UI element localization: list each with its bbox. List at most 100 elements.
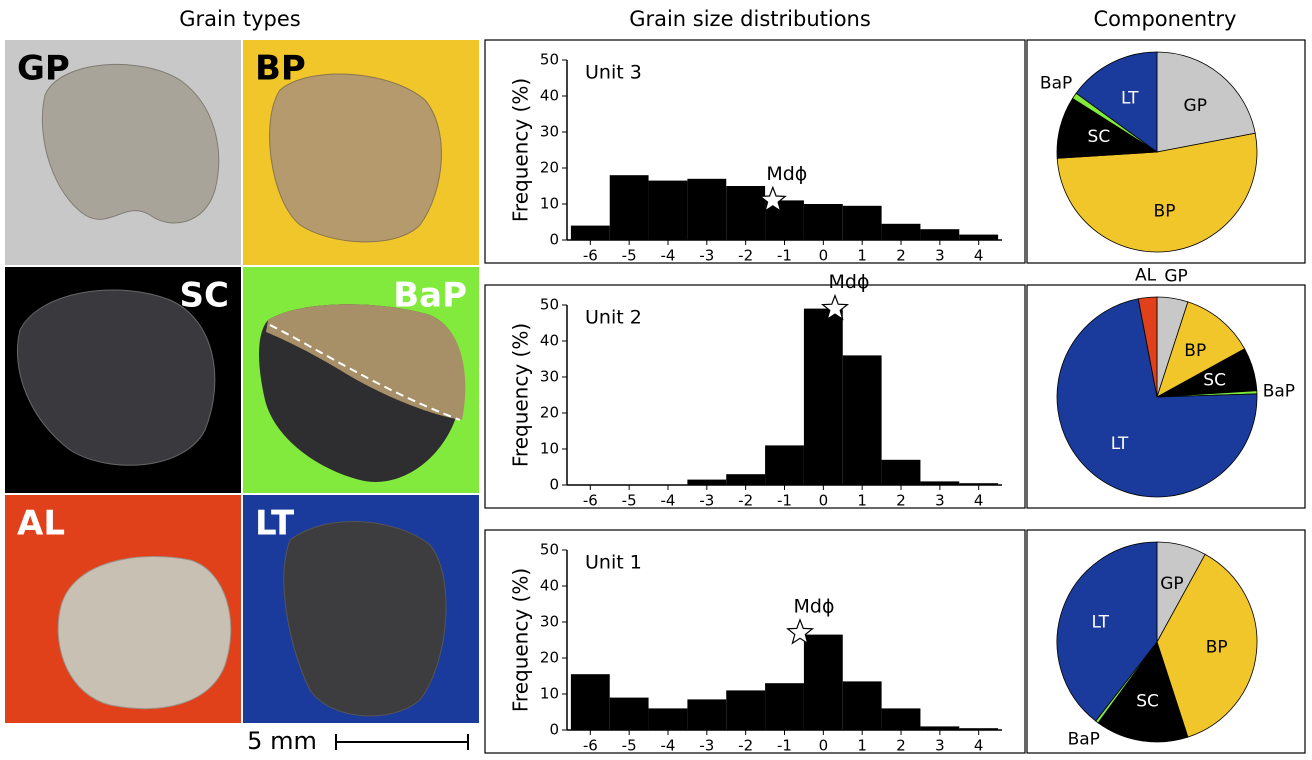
scale-bar bbox=[336, 734, 468, 750]
x-tick-label: 3 bbox=[935, 492, 945, 510]
x-tick-label: -3 bbox=[699, 492, 714, 510]
y-tick-label: 50 bbox=[540, 51, 559, 69]
bar bbox=[920, 726, 959, 730]
y-tick-label: 30 bbox=[540, 368, 559, 386]
x-tick-label: 0 bbox=[819, 492, 829, 510]
figure: Grain types Grain size distributions Com… bbox=[0, 0, 1312, 756]
y-tick-label: 10 bbox=[540, 685, 559, 703]
y-tick-label: 20 bbox=[540, 649, 559, 667]
section-title: Grain types bbox=[179, 7, 300, 31]
bar bbox=[882, 224, 921, 240]
x-tick-label: 1 bbox=[857, 247, 867, 265]
pie-label: SC bbox=[1203, 370, 1226, 390]
y-tick-label: 20 bbox=[540, 404, 559, 422]
y-tick-label: 50 bbox=[540, 296, 559, 314]
pie-label: LT bbox=[1111, 434, 1129, 454]
pie-label: SC bbox=[1088, 127, 1111, 147]
x-tick-label: 3 bbox=[935, 737, 945, 755]
x-tick-label: -4 bbox=[660, 737, 675, 755]
x-tick-label: -3 bbox=[699, 247, 714, 265]
bar bbox=[687, 699, 726, 730]
bar bbox=[843, 681, 882, 730]
x-tick-label: -6 bbox=[583, 492, 598, 510]
pie-label: LT bbox=[1121, 89, 1139, 109]
x-tick-label: 1 bbox=[857, 737, 867, 755]
y-tick-label: 0 bbox=[549, 231, 559, 249]
x-tick-label: 4 bbox=[974, 247, 984, 265]
bar bbox=[726, 690, 765, 730]
y-tick-label: 10 bbox=[540, 195, 559, 213]
y-tick-label: 10 bbox=[540, 440, 559, 458]
y-tick-label: 40 bbox=[540, 332, 559, 350]
pie-label: GP bbox=[1184, 96, 1207, 116]
pie-label: GP bbox=[1160, 574, 1183, 594]
x-tick-label: -5 bbox=[622, 492, 637, 510]
pie-label: LT bbox=[1091, 613, 1109, 633]
tile-label: SC bbox=[180, 276, 229, 316]
median-label: Mdϕ bbox=[828, 271, 869, 293]
x-tick-label: -2 bbox=[738, 737, 753, 755]
bar bbox=[882, 460, 921, 485]
panel-title: Unit 2 bbox=[585, 307, 642, 329]
y-axis-label: Frequency (%) bbox=[509, 78, 533, 222]
bar bbox=[959, 483, 998, 485]
x-tick-label: -1 bbox=[777, 247, 792, 265]
bar bbox=[843, 355, 882, 485]
y-tick-label: 0 bbox=[549, 721, 559, 739]
x-tick-label: 0 bbox=[819, 737, 829, 755]
tile-label: AL bbox=[17, 504, 65, 544]
x-tick-label: 2 bbox=[896, 737, 906, 755]
x-tick-label: 4 bbox=[974, 737, 984, 755]
pie-label: BaP bbox=[1040, 73, 1072, 93]
grain-al bbox=[58, 557, 231, 709]
y-tick-label: 20 bbox=[540, 159, 559, 177]
bar bbox=[765, 445, 804, 485]
bar bbox=[687, 480, 726, 485]
panel-title: Unit 1 bbox=[585, 552, 642, 574]
bar bbox=[920, 481, 959, 485]
median-label: Mdϕ bbox=[766, 163, 807, 185]
x-tick-label: 3 bbox=[935, 247, 945, 265]
y-axis-label: Frequency (%) bbox=[509, 568, 533, 712]
bar bbox=[610, 175, 649, 240]
y-axis-label: Frequency (%) bbox=[509, 323, 533, 467]
pie-label: BaP bbox=[1068, 730, 1100, 750]
bar bbox=[920, 229, 959, 240]
x-tick-label: -1 bbox=[777, 492, 792, 510]
pie-label: SC bbox=[1136, 691, 1159, 711]
bar bbox=[804, 635, 843, 730]
x-tick-label: -3 bbox=[699, 737, 714, 755]
pie-label: BP bbox=[1154, 202, 1176, 222]
y-tick-label: 30 bbox=[540, 613, 559, 631]
bar bbox=[649, 181, 688, 240]
x-tick-label: -2 bbox=[738, 247, 753, 265]
grain-bp bbox=[270, 74, 442, 242]
bar bbox=[959, 728, 998, 730]
bar bbox=[649, 708, 688, 730]
y-tick-label: 0 bbox=[549, 476, 559, 494]
x-tick-label: -1 bbox=[777, 737, 792, 755]
scale-label: 5 mm bbox=[247, 727, 317, 755]
y-tick-label: 30 bbox=[540, 123, 559, 141]
bar bbox=[726, 474, 765, 485]
bar bbox=[804, 204, 843, 240]
pie-label: BaP bbox=[1263, 381, 1295, 401]
y-tick-label: 50 bbox=[540, 541, 559, 559]
x-tick-label: -4 bbox=[660, 247, 675, 265]
x-tick-label: 1 bbox=[857, 492, 867, 510]
grain-lt bbox=[284, 521, 446, 716]
section-title: Componentry bbox=[1094, 7, 1237, 31]
section-title: Grain size distributions bbox=[629, 7, 871, 31]
pie-label: AL bbox=[1135, 266, 1157, 286]
bar bbox=[959, 235, 998, 240]
bar bbox=[726, 186, 765, 240]
bar bbox=[882, 708, 921, 730]
bar bbox=[571, 226, 610, 240]
median-label: Mdϕ bbox=[794, 595, 835, 617]
bar bbox=[843, 206, 882, 240]
panel-title: Unit 3 bbox=[585, 62, 642, 84]
x-tick-label: 4 bbox=[974, 492, 984, 510]
bar bbox=[571, 674, 610, 730]
x-tick-label: -5 bbox=[622, 247, 637, 265]
bar bbox=[610, 698, 649, 730]
